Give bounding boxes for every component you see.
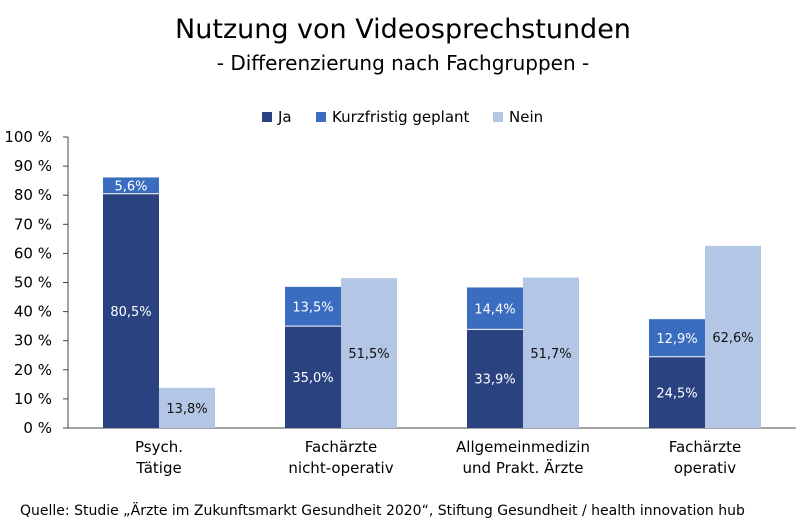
bar-segment — [523, 277, 579, 428]
data-label: 13,5% — [292, 301, 333, 316]
bar-segment — [467, 329, 523, 428]
category-label: Allgemeinmedizin — [456, 438, 590, 456]
bar-segment — [705, 245, 761, 428]
legend-label: Ja — [277, 108, 292, 126]
bar-segment — [103, 177, 159, 194]
data-label: 62,6% — [712, 331, 753, 346]
y-tick-label: 80 % — [14, 186, 52, 204]
category-label: und Prakt. Ärzte — [463, 458, 584, 477]
data-label: 33,9% — [474, 373, 515, 388]
source-note: Quelle: Studie „Ärzte im Zukunftsmarkt G… — [20, 501, 745, 519]
data-label: 80,5% — [110, 305, 151, 320]
category-label: Fachärzte — [669, 438, 742, 456]
category-label: nicht-operativ — [288, 459, 393, 477]
bar-segment — [285, 326, 341, 428]
y-tick-label: 50 % — [14, 274, 52, 292]
y-tick-label: 90 % — [14, 157, 52, 175]
category-labels: Psych. Tätige Fachärzte nicht-operativ Allge… — [135, 438, 741, 477]
legend-label: Kurzfristig geplant — [332, 108, 470, 126]
chart-subtitle: - Differenzierung nach Fachgruppen - — [217, 51, 589, 75]
y-tick-label: 10 % — [14, 390, 52, 408]
bar-segment — [159, 387, 215, 428]
y-tick-label: 20 % — [14, 361, 52, 379]
data-label: 12,9% — [656, 332, 697, 347]
data-label: 24,5% — [656, 386, 697, 401]
chart-title: Nutzung von Videosprechstunden — [175, 14, 631, 45]
bar-segment — [649, 356, 705, 428]
y-tick-label: 60 % — [14, 244, 52, 262]
legend-label: Nein — [509, 108, 543, 126]
y-tick-label: 70 % — [14, 215, 52, 233]
bar-segment — [649, 319, 705, 357]
legend-swatch — [493, 112, 503, 122]
category-label: operativ — [674, 459, 736, 477]
bar-segment — [103, 193, 159, 428]
category-label: Psych. — [135, 438, 183, 456]
data-label: 35,0% — [292, 371, 333, 386]
y-tick-label: 100 % — [4, 128, 52, 146]
legend: Ja Kurzfristig geplant Nein — [262, 108, 543, 126]
legend-swatch — [316, 112, 326, 122]
data-labels: 80,5% 5,6% 13,8% 35,0% 13,5% 51,5% 33,9% 14,4% 5… — [110, 180, 753, 417]
data-label: 5,6% — [114, 180, 147, 195]
bar-segment — [467, 287, 523, 330]
data-label: 13,8% — [166, 402, 207, 417]
y-axis: 0 % 10 % 20 % 30 % 40 % 50 % 60 % 70 % 80 % 90 % 1… — [4, 128, 796, 437]
legend-swatch — [262, 112, 272, 122]
category-label: Tätige — [135, 459, 181, 477]
y-tick-label: 40 % — [14, 303, 52, 321]
data-label: 51,5% — [348, 347, 389, 362]
data-label: 14,4% — [474, 302, 515, 317]
y-tick-label: 30 % — [14, 332, 52, 350]
bar-segment — [285, 286, 341, 327]
y-tick-label: 0 % — [23, 419, 52, 437]
bar-segment — [341, 278, 397, 428]
data-label: 51,7% — [530, 347, 571, 362]
bars — [103, 177, 761, 428]
category-label: Fachärzte — [305, 438, 378, 456]
